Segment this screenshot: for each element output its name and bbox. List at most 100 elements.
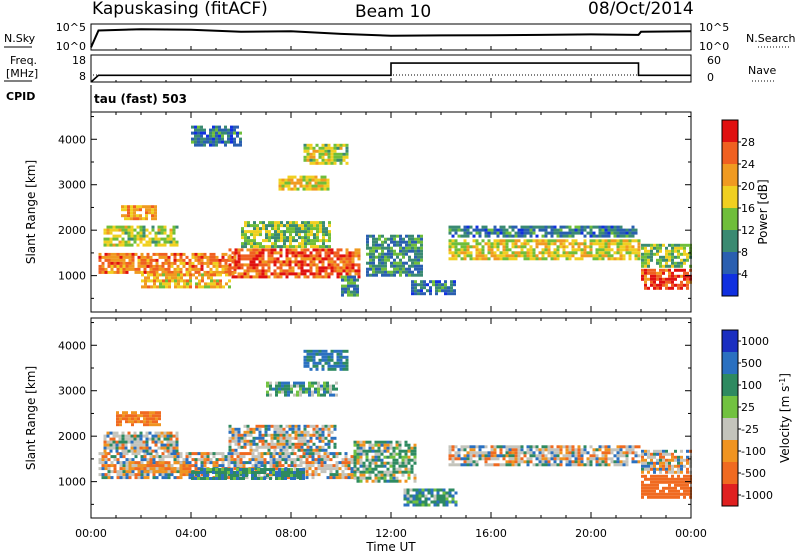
heatmap-cell [327,430,331,434]
heatmap-cell [375,246,378,250]
heatmap-cell [463,248,467,252]
heatmap-cell [243,272,247,276]
heatmap-cell [206,455,210,459]
heatmap-cell [311,470,315,474]
heatmap-cell [310,227,313,231]
heatmap-cell [315,254,319,258]
heatmap-cell [122,261,126,265]
heatmap-cell [320,455,324,459]
heatmap-cell [650,258,653,262]
heatmap-cell [316,233,319,237]
heatmap-cell [409,497,413,501]
heatmap-cell [124,214,127,218]
heatmap-cell [332,467,336,471]
heatmap-cell [224,468,227,471]
heatmap-cell [466,454,470,458]
heatmap-cell [490,228,494,232]
heatmap-cell [165,273,168,277]
heatmap-cell [309,152,313,156]
heatmap-cell [309,254,313,258]
heatmap-cell [127,205,130,209]
heatmap-cell [115,228,119,232]
heatmap-cell [598,254,602,258]
heatmap-cell [323,464,327,468]
heatmap-cell [478,445,482,449]
heatmap-cell [324,269,328,273]
heatmap-cell [369,255,372,259]
heatmap-cell [242,474,245,477]
heatmap-cell [580,225,584,229]
heatmap-cell [218,125,221,129]
heatmap-cell [442,488,446,492]
heatmap-cell [124,446,128,450]
heatmap-cell [616,451,620,455]
heatmap-cell [414,273,417,277]
heatmap-cell [324,251,328,255]
heatmap-cell [333,367,337,371]
heatmap-cell [106,240,110,244]
heatmap-cell [556,239,560,243]
heatmap-cell [451,454,455,458]
heatmap-cell [107,255,111,259]
heatmap-cell [472,451,476,455]
heatmap-cell [236,461,240,465]
heatmap-cell [499,228,503,232]
heatmap-cell [641,243,644,247]
heatmap-cell [312,427,316,431]
heatmap-cell [209,468,212,471]
heatmap-cell [234,448,238,452]
heatmap-cell [302,178,306,182]
heatmap-cell [671,277,674,281]
heatmap-cell [272,458,276,462]
heatmap-cell [125,270,129,274]
heatmap-cell [297,448,301,452]
heatmap-cell [179,455,183,459]
heatmap-cell [320,384,323,388]
heatmap-cell [231,272,235,276]
heatmap-cell [215,125,218,129]
heatmap-cell [321,155,325,159]
heatmap-cell [244,239,247,243]
heatmap-cell [330,349,334,353]
heatmap-cell [146,461,150,465]
heatmap-cell [175,243,179,247]
heatmap-cell [463,445,467,449]
heatmap-cell [248,471,251,474]
heatmap-cell [299,464,303,468]
heatmap-cell [644,483,647,487]
heatmap-cell [420,258,423,262]
heatmap-cell [185,255,189,259]
heatmap-cell [598,234,602,238]
heatmap-cell [185,452,189,456]
heatmap-cell [140,264,144,268]
heatmap-cell [194,143,197,147]
heatmap-cell [532,231,536,235]
heatmap-cell [553,457,557,461]
heatmap-cell [326,467,330,471]
heatmap-cell [230,131,233,135]
heatmap-cell [171,276,174,280]
heatmap-cell [308,184,312,188]
heatmap-cell [210,285,213,289]
heatmap-cell [243,275,247,279]
heatmap-cell [303,269,307,273]
heatmap-cell [154,205,157,209]
heatmap-cell [562,239,566,243]
heatmap-cell [429,286,432,290]
heatmap-cell [414,243,417,247]
heatmap-cell [125,264,129,268]
heatmap-cell [336,364,340,368]
heatmap-cell [350,284,353,288]
heatmap-cell [107,467,111,471]
heatmap-cell [674,489,677,493]
heatmap-cell [359,446,363,450]
heatmap-cell [139,449,143,453]
heatmap-cell [191,464,195,468]
heatmap-cell [270,445,274,449]
heatmap-cell [257,464,261,468]
heatmap-cell [463,231,467,235]
heatmap-cell [650,255,653,259]
heatmap-cell [234,427,238,431]
heatmap-cell [577,228,581,232]
heatmap-cell [263,473,267,477]
